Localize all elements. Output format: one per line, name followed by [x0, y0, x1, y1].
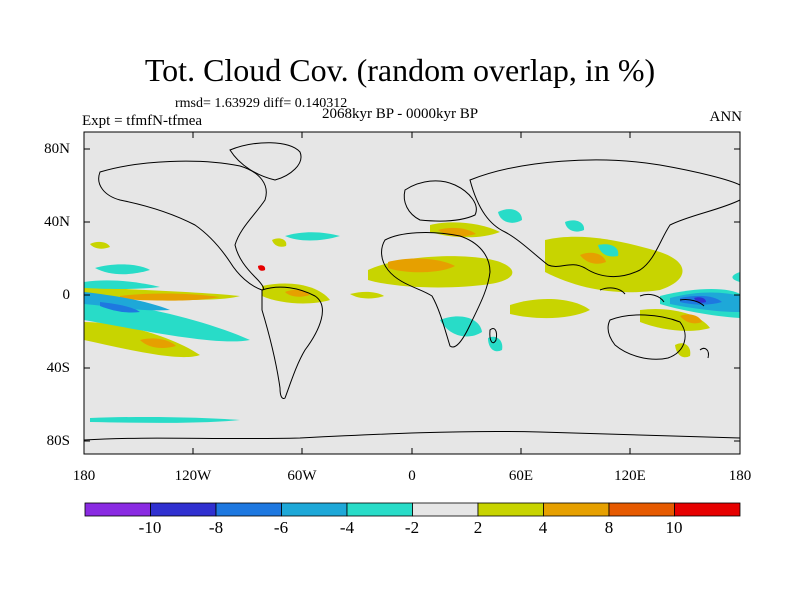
- lon-label-120e: 120E: [614, 468, 646, 484]
- new-zealand-coast: [699, 347, 709, 359]
- colorbar-segment: [215, 502, 282, 517]
- colorbar-segment: [281, 502, 348, 517]
- anomaly-patch: [120, 293, 220, 301]
- colorbar-label: 2: [473, 518, 483, 537]
- lat-label-eq: 0: [62, 287, 71, 303]
- colorbar-segment: [84, 502, 151, 517]
- lon-label-0: 0: [408, 468, 416, 484]
- anomaly-patch: [510, 298, 590, 319]
- anomaly-patch: [272, 238, 287, 247]
- lon-label-60w: 60W: [287, 468, 317, 484]
- colorbar-segment: [608, 502, 675, 517]
- anomaly-patch: [90, 416, 240, 423]
- africa-coast: [381, 232, 491, 348]
- coastlines: [83, 142, 741, 441]
- australia-coast: [607, 314, 686, 360]
- colorbar-segment: [543, 502, 610, 517]
- anomaly-patch: [388, 258, 455, 273]
- map-title: Tot. Cloud Cov. (random overlap, in %): [144, 52, 656, 88]
- anomaly-patch: [675, 343, 691, 358]
- colorbar-label: 4: [538, 518, 548, 537]
- stats-line: rmsd= 1.63929 diff= 0.140312: [175, 96, 348, 111]
- lat-label-40s: 40S: [46, 360, 70, 376]
- north-america-coast: [98, 160, 267, 291]
- lat-label-80s: 80S: [46, 433, 70, 449]
- anomaly-patch: [100, 302, 140, 313]
- colorbar: [84, 502, 741, 517]
- colorbar-label: -8: [208, 518, 224, 537]
- anomaly-patch: [95, 264, 150, 275]
- anomaly-patch: [732, 272, 740, 282]
- anomaly-patch: [140, 338, 176, 348]
- madagascar-coast: [489, 327, 497, 344]
- lon-label-180e: 180: [728, 468, 752, 484]
- colorbar-label: -2: [404, 518, 420, 537]
- anomaly-patch: [84, 280, 160, 289]
- anomaly-patch: [565, 220, 585, 232]
- maritime-continent-coast: [599, 287, 705, 307]
- colorbar-label: -4: [339, 518, 355, 537]
- lon-label-180w: 180: [72, 468, 96, 484]
- lat-label-40n: 40N: [44, 214, 70, 230]
- axis-ticks: [84, 132, 740, 454]
- lat-label-80n: 80N: [44, 141, 70, 157]
- colorbar-segment: [477, 502, 544, 517]
- colorbar-segment: [674, 502, 741, 517]
- antarctica-coast: [83, 430, 741, 441]
- anomaly-patch: [488, 336, 503, 352]
- anomaly-patch: [90, 241, 110, 249]
- lon-label-60e: 60E: [508, 468, 534, 484]
- greenland-coast: [229, 142, 302, 181]
- anomaly-patch: [498, 209, 522, 223]
- anomaly-patch: [285, 232, 340, 241]
- colorbar-label: -10: [138, 518, 162, 537]
- colorbar-segment: [346, 502, 413, 517]
- anomaly-patch: [598, 244, 619, 257]
- colorbar-label: 10: [665, 518, 683, 537]
- colorbar-segment: [412, 502, 479, 517]
- anomaly-patch: [680, 314, 702, 324]
- lon-label-120w: 120W: [174, 468, 212, 484]
- south-america-coast: [261, 286, 323, 399]
- anomaly-patch: [545, 236, 683, 293]
- period-label: 2068kyr BP - 0000kyr BP: [322, 106, 479, 122]
- anomaly-patch: [580, 252, 606, 264]
- asia-coast: [469, 159, 741, 277]
- europe-coast: [403, 180, 477, 222]
- anomaly-patch: [350, 291, 384, 299]
- anomaly-patch: [258, 265, 266, 271]
- season-label: ANN: [709, 109, 743, 125]
- colorbar-segment: [150, 502, 217, 517]
- experiment-label: Expt = tfmfN-tfmea: [82, 113, 203, 129]
- colorbar-label: -6: [273, 518, 289, 537]
- colorbar-label: 8: [604, 518, 614, 537]
